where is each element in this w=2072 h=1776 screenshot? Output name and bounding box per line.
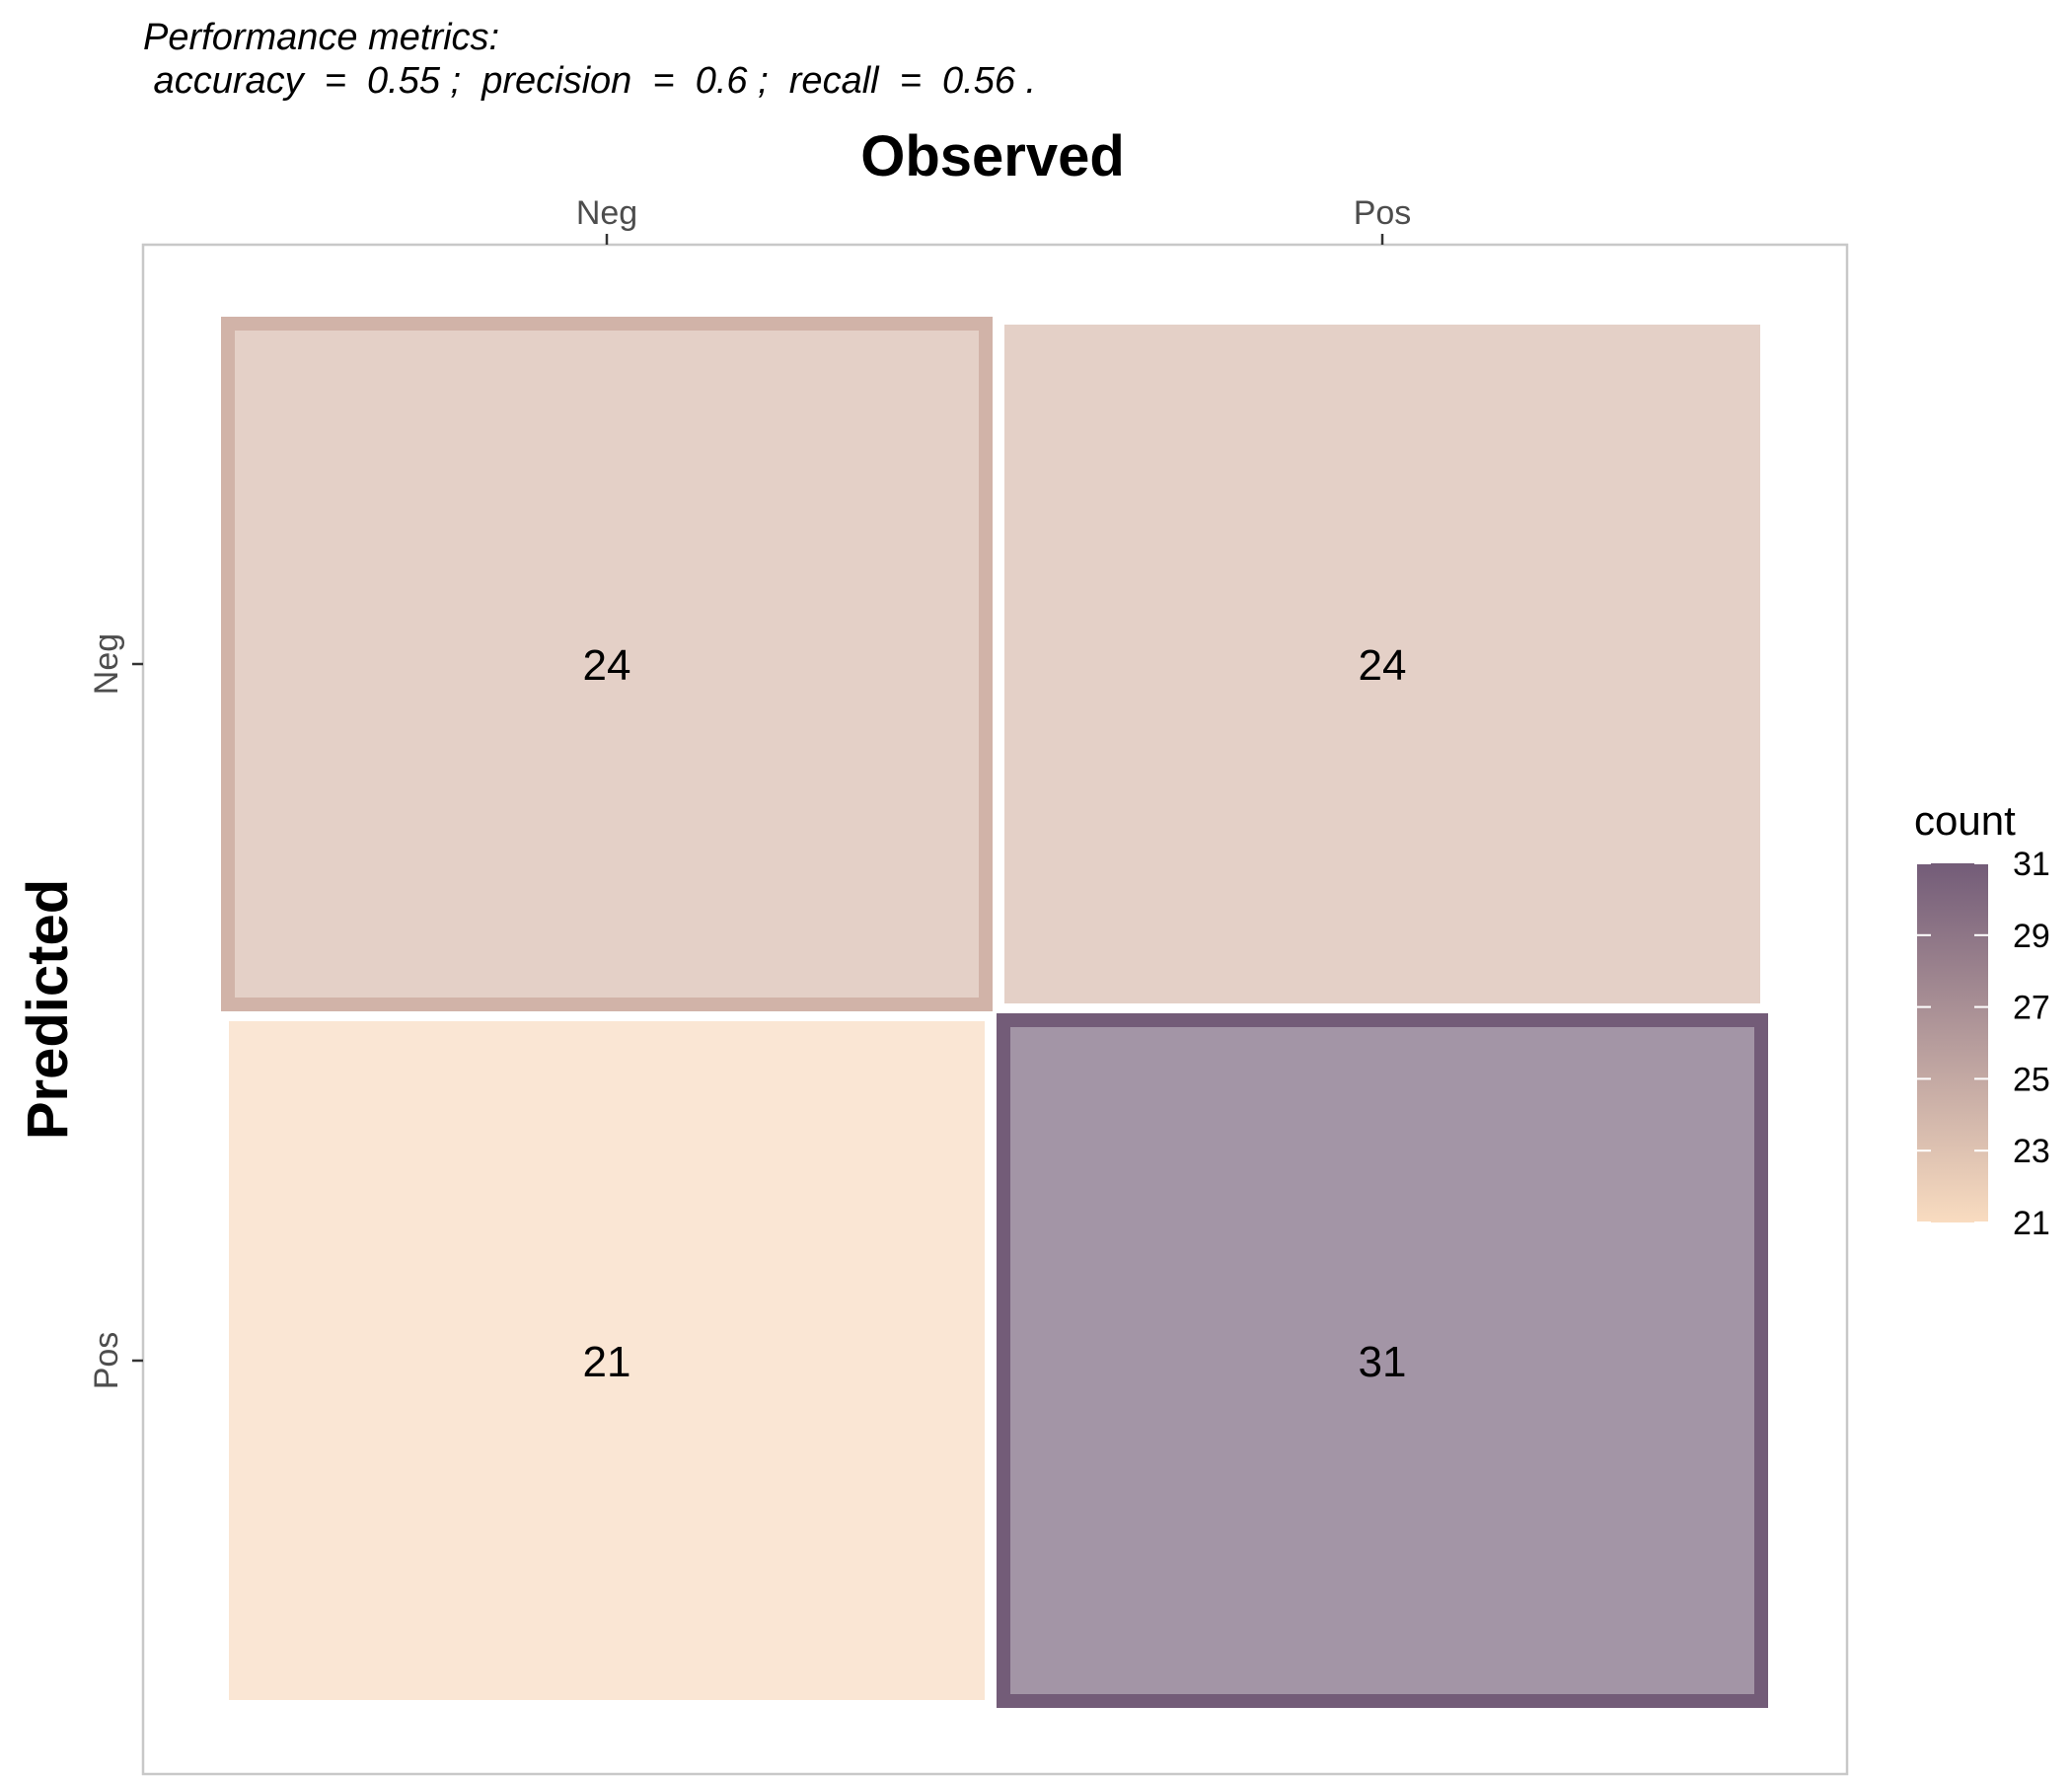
x-axis-ticks: Neg Pos	[576, 194, 1411, 245]
legend-tick-label: 29	[2013, 918, 2050, 955]
cell-tile	[1004, 325, 1760, 1003]
legend-tick-label: 21	[2013, 1205, 2050, 1242]
legend-tick-label: 31	[2013, 846, 2050, 883]
y-tick-label-neg: Neg	[88, 633, 125, 695]
matrix-cell-neg-neg: 24	[221, 317, 993, 1011]
legend-title: count	[1914, 797, 2016, 844]
cell-count-label: 24	[583, 641, 631, 690]
y-axis-title: Predicted	[16, 879, 80, 1140]
legend-ticks: 21 23 25 27 29 31	[1917, 846, 2050, 1242]
cell-count-label: 24	[1359, 641, 1407, 690]
cell-tile	[229, 325, 985, 1003]
matrix-cell-neg-pos: 24	[1004, 325, 1760, 1003]
cells-layer: 24 24 21 31	[221, 317, 1768, 1708]
y-tick-label-pos: Pos	[88, 1332, 125, 1390]
cell-count-label: 21	[583, 1338, 631, 1386]
y-axis-ticks: Neg Pos	[88, 633, 143, 1389]
panel-border	[141, 243, 1849, 1776]
matrix-cell-pos-pos: 31	[997, 1013, 1768, 1708]
legend-colorbar	[1917, 863, 1988, 1222]
x-tick-label-neg: Neg	[576, 194, 637, 232]
legend-tick-label: 27	[2013, 990, 2050, 1027]
cell-tile	[229, 1021, 985, 1700]
legend-tick-label: 25	[2013, 1061, 2050, 1098]
chart-subtitle-line2: accuracy = 0.55 ; precision = 0.6 ; reca…	[143, 60, 1036, 102]
cell-highlight-border	[221, 317, 993, 1011]
cell-count-label: 31	[1359, 1338, 1407, 1386]
x-axis-title: Observed	[860, 124, 1125, 188]
cell-tile	[1004, 1021, 1760, 1700]
legend-tick-label: 23	[2013, 1133, 2050, 1170]
x-tick-label-pos: Pos	[1354, 194, 1412, 232]
matrix-cell-pos-neg: 21	[229, 1021, 985, 1700]
cell-highlight-border	[997, 1013, 1768, 1708]
chart-subtitle-line1: Performance metrics:	[143, 17, 499, 58]
